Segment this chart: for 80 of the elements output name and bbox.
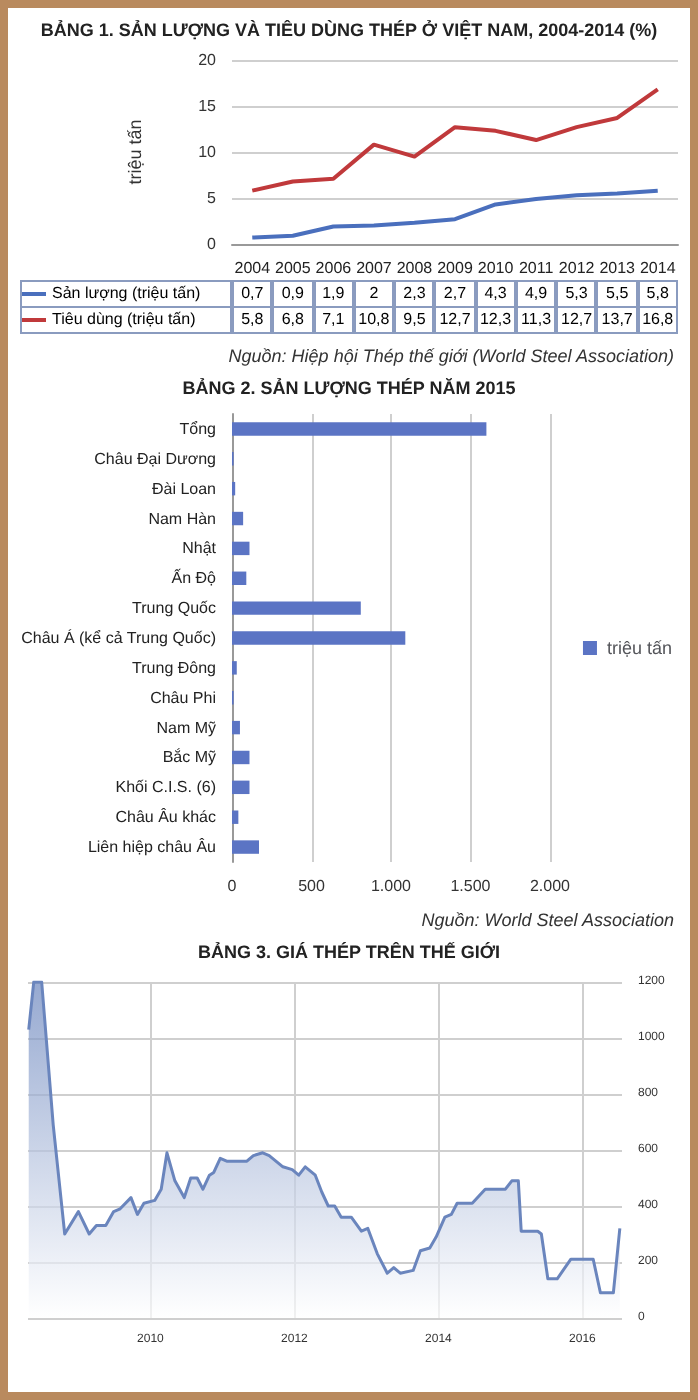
y-tick-label: Đài Loan	[151, 479, 216, 498]
y-tick-label: Nam Hàn	[148, 509, 216, 528]
bar	[232, 840, 260, 854]
data-label: 7,1	[313, 306, 354, 334]
x-tick-label: 2010	[477, 259, 515, 277]
line-series	[250, 188, 660, 240]
x-tick-label: 0	[227, 877, 238, 895]
y-tick-label: 5	[207, 189, 218, 207]
y-tick-label: 10	[198, 143, 218, 161]
y-tick-label: Trung Quốc	[132, 599, 216, 618]
bar	[232, 810, 239, 824]
chart-title: BẢNG 1. SẢN LƯỢNG VÀ TIÊU DÙNG THÉP Ở VIỆT NAM, 2004-2014 (%)	[38, 18, 660, 40]
data-label: 12,7	[434, 306, 476, 334]
x-tick-label: 2012	[558, 259, 596, 277]
text: Nguồn: Hiệp hội Thép thế giới (World Steel Association)	[226, 344, 676, 366]
bar	[232, 601, 361, 615]
bar	[232, 780, 250, 795]
data-label: 11,3	[515, 306, 557, 334]
data-label: 13,7	[596, 306, 638, 334]
bar	[232, 511, 244, 526]
y-tick-label: Châu Á (kể cả Trung Quốc)	[21, 629, 217, 647]
y-tick-label: Ấn Độ	[171, 567, 218, 588]
x-tick-label: 1.500	[450, 877, 492, 895]
data-label: 4,9	[515, 280, 557, 308]
text: Nguồn: World Steel Association	[419, 908, 676, 930]
y-axis-title: triệu tấn	[125, 119, 145, 185]
x-tick-label: 2005	[275, 259, 312, 277]
y-tick-label: Bắc Mỹ	[162, 748, 216, 767]
y-tick-label: Liên hiệp châu Âu	[87, 838, 216, 857]
data-label: 12,7	[556, 306, 597, 334]
data-label: 0,9	[272, 280, 314, 308]
x-tick-label: 1.000	[370, 877, 413, 895]
legend-label: Tiêu dùng (triệu tấn)	[20, 306, 232, 334]
bar	[232, 720, 240, 735]
data-label: 6,8	[272, 306, 314, 334]
data-label: 5,3	[556, 280, 597, 308]
bar	[232, 541, 250, 556]
bar	[232, 422, 487, 436]
data-label: 5,5	[596, 280, 638, 308]
y-tick-label: Nhật	[182, 539, 218, 558]
data-label: 0,7	[232, 280, 273, 308]
y-tick-label: Tổng	[179, 419, 216, 438]
y-tick-label: 0	[207, 235, 218, 253]
legend-label: triệu tấn	[606, 638, 673, 658]
data-label: 16,8	[637, 306, 678, 334]
data-label: 2	[353, 280, 395, 308]
data-label: 9,5	[394, 306, 435, 334]
bar	[232, 571, 247, 585]
x-tick-label: 2014	[639, 259, 677, 277]
x-tick-label: 2.000	[529, 877, 572, 895]
x-tick-label: 2007	[356, 259, 393, 277]
x-tick-label: 2006	[315, 259, 353, 277]
y-tick-label: Châu Đại Dương	[94, 449, 216, 468]
legend-label: Sản lượng (triệu tấn)	[20, 280, 232, 308]
data-label: 12,3	[475, 306, 516, 334]
data-label: 5,8	[637, 280, 678, 308]
bar	[232, 750, 250, 765]
x-tick-label: 2004	[234, 259, 272, 277]
y-tick-label: Nam Mỹ	[156, 718, 216, 737]
data-label: 1,9	[313, 280, 354, 308]
data-label: 2,7	[434, 280, 476, 308]
y-tick-label: 15	[198, 97, 218, 115]
data-label: 2,3	[394, 280, 435, 308]
x-tick-label: 2013	[599, 259, 637, 277]
y-tick-label: Khối C.I.S. (6)	[115, 778, 217, 797]
data-label: 4,3	[475, 280, 516, 308]
data-label: 10,8	[353, 306, 395, 334]
line-series	[250, 87, 660, 193]
x-tick-label: 2009	[437, 259, 474, 277]
x-tick-label: 2008	[396, 259, 434, 277]
x-tick-label: 2011	[518, 259, 555, 277]
x-tick-label: 500	[298, 877, 326, 895]
data-label: 5,8	[232, 306, 273, 334]
y-tick-label: Châu Phi	[150, 688, 217, 707]
y-tick-label: Châu Âu khác	[115, 808, 216, 827]
bar	[232, 631, 406, 645]
y-tick-label: 20	[198, 51, 218, 69]
chart-title: BẢNG 2. SẢN LƯỢNG THÉP NĂM 2015	[180, 376, 518, 398]
chart-title: BẢNG 3. GIÁ THÉP TRÊN THẾ GIỚI	[195, 940, 503, 962]
y-tick-label: Trung Đông	[132, 658, 216, 677]
